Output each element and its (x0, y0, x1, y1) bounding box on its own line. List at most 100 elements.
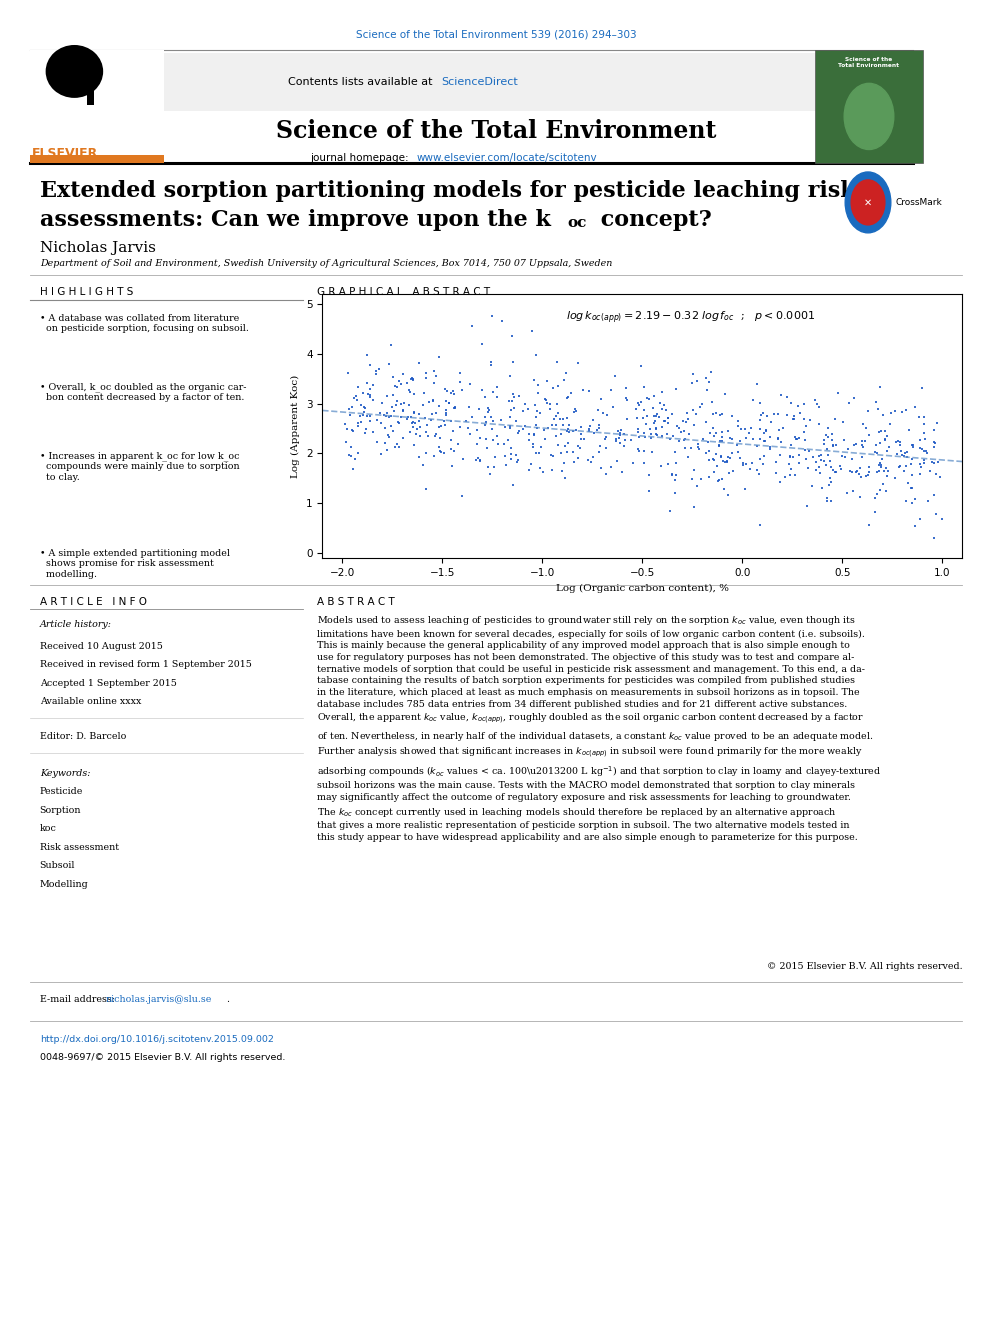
Point (412, 446, 428, 467)
Point (562, 382, 578, 404)
Point (691, 397, 707, 418)
Point (916, 414, 931, 435)
Text: 0048-9697/© 2015 Elsevier B.V. All rights reserved.: 0048-9697/© 2015 Elsevier B.V. All right… (40, 1053, 285, 1062)
Point (634, 392, 650, 413)
Point (395, 401, 411, 422)
Point (640, 405, 656, 426)
Point (585, 410, 601, 431)
Point (591, 414, 607, 435)
Point (447, 397, 463, 418)
Text: koc: koc (40, 824, 57, 833)
Point (365, 421, 381, 442)
Point (553, 407, 568, 429)
Point (582, 415, 598, 437)
Point (858, 466, 874, 487)
Point (916, 441, 931, 462)
Point (517, 393, 533, 414)
Point (617, 430, 633, 451)
Point (454, 486, 470, 507)
Point (681, 447, 696, 468)
Point (528, 443, 544, 464)
Point (796, 393, 811, 414)
Point (816, 433, 832, 454)
Point (412, 417, 428, 438)
Point (898, 400, 914, 421)
Point (700, 467, 716, 488)
Point (809, 393, 825, 414)
Point (397, 392, 413, 413)
Point (511, 421, 527, 442)
Point (503, 448, 519, 470)
Point (861, 425, 877, 446)
Point (656, 410, 672, 431)
Point (583, 451, 599, 472)
Point (573, 429, 589, 450)
Point (823, 490, 839, 511)
Point (927, 433, 942, 454)
Point (845, 434, 861, 455)
Point (660, 407, 676, 429)
Point (927, 437, 942, 458)
Point (385, 366, 401, 388)
Point (343, 437, 359, 458)
Point (660, 407, 676, 429)
Point (787, 426, 803, 447)
Text: Article history:: Article history: (40, 620, 112, 630)
Point (724, 406, 740, 427)
Point (431, 396, 446, 417)
Point (762, 438, 778, 459)
Point (808, 452, 824, 474)
Text: Available online xxxx: Available online xxxx (40, 697, 141, 706)
Point (824, 430, 840, 451)
Point (789, 429, 805, 450)
Point (371, 359, 387, 380)
Text: oc: oc (567, 216, 587, 230)
Point (598, 463, 614, 484)
Point (373, 411, 389, 433)
Point (464, 316, 480, 337)
Point (811, 462, 827, 483)
Point (515, 418, 531, 439)
Point (405, 369, 421, 390)
Point (343, 446, 359, 467)
Point (822, 472, 838, 493)
Point (631, 426, 647, 447)
Point (647, 410, 663, 431)
Point (913, 452, 929, 474)
Point (480, 398, 496, 419)
Point (525, 320, 541, 341)
Point (703, 361, 719, 382)
Point (661, 452, 677, 474)
Point (603, 456, 619, 478)
Point (625, 452, 641, 474)
Point (737, 418, 753, 439)
Point (415, 394, 431, 415)
Point (855, 437, 871, 458)
Point (818, 455, 834, 476)
Point (417, 382, 433, 404)
Point (783, 434, 799, 455)
Point (435, 442, 451, 463)
Point (912, 437, 928, 458)
Point (803, 410, 818, 431)
Point (785, 409, 801, 430)
Point (393, 406, 409, 427)
Point (359, 344, 375, 365)
Point (851, 463, 867, 484)
Point (647, 385, 663, 406)
Point (813, 445, 829, 466)
Point (391, 370, 407, 392)
Point (393, 394, 409, 415)
Point (478, 411, 494, 433)
Point (669, 378, 684, 400)
Point (924, 451, 939, 472)
Point (834, 446, 850, 467)
Point (445, 380, 461, 401)
Point (913, 430, 929, 451)
Point (474, 380, 490, 401)
Point (411, 410, 427, 431)
Text: assessments: Can we improve upon the k: assessments: Can we improve upon the k (40, 209, 551, 232)
Point (751, 463, 767, 484)
Point (684, 400, 700, 421)
Point (527, 369, 543, 390)
